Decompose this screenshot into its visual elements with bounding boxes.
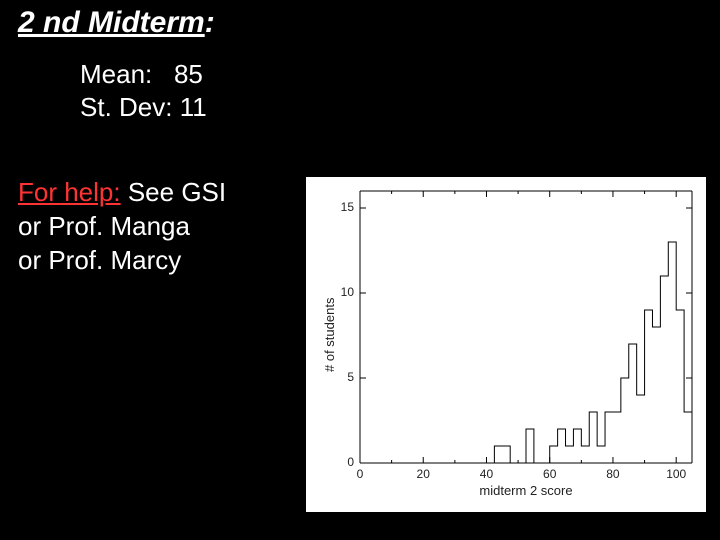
x-axis-label: midterm 2 score xyxy=(360,483,692,498)
y-axis-label: # of students xyxy=(322,298,337,372)
y-tick-label: 5 xyxy=(347,370,354,384)
stdev-row: St. Dev: 11 xyxy=(80,91,207,124)
mean-row: Mean: 85 xyxy=(80,58,207,91)
mean-value: 85 xyxy=(174,59,203,89)
title-main: 2 nd Midterm xyxy=(18,6,205,39)
stdev-value: 11 xyxy=(180,92,207,122)
y-tick-label: 10 xyxy=(341,285,354,299)
help-label: For help: xyxy=(18,177,121,207)
stdev-label: St. Dev: xyxy=(80,92,172,122)
help-line1: For help: See GSI xyxy=(18,176,226,210)
help-line3: or Prof. Marcy xyxy=(18,244,226,278)
x-tick-label: 20 xyxy=(413,467,433,481)
y-tick-label: 0 xyxy=(347,455,354,469)
help-line2: or Prof. Manga xyxy=(18,210,226,244)
histogram-chart: 0 20 40 60 80 100 0 5 10 15 # of students midterm 2… xyxy=(306,177,706,512)
x-tick-label: 0 xyxy=(350,467,370,481)
page-title: 2 nd Midterm: xyxy=(18,6,215,40)
x-tick-label: 80 xyxy=(603,467,623,481)
title-colon: : xyxy=(205,6,215,39)
mean-label: Mean: xyxy=(80,59,152,89)
y-tick-label: 15 xyxy=(341,200,354,214)
stats-block: Mean: 85 St. Dev: 11 xyxy=(80,58,207,123)
x-tick-label: 40 xyxy=(476,467,496,481)
slide: 2 nd Midterm: Mean: 85 St. Dev: 11 For h… xyxy=(0,0,720,540)
x-tick-label: 60 xyxy=(540,467,560,481)
help-line1-rest: See GSI xyxy=(121,177,227,207)
help-block: For help: See GSI or Prof. Manga or Prof… xyxy=(18,176,226,277)
x-tick-label: 100 xyxy=(666,467,686,481)
